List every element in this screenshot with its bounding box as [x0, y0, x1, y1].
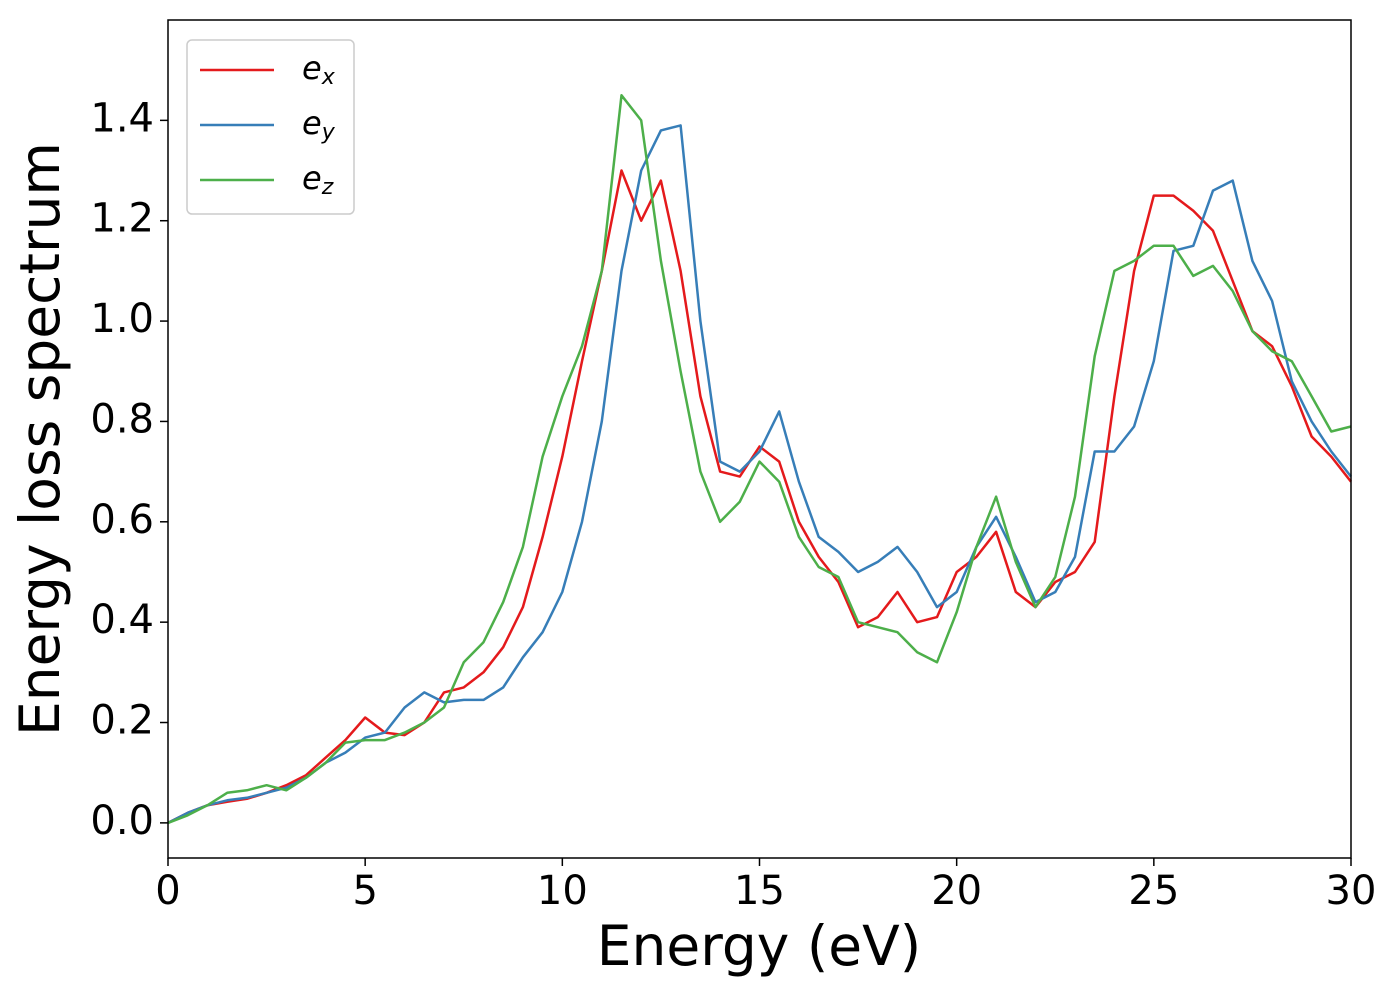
y-tick-label: 1.2 — [90, 196, 154, 242]
plot-frame — [167, 19, 1352, 859]
x-tick-label: 20 — [931, 868, 982, 914]
y-tick-label: 0.0 — [90, 798, 154, 844]
legend-label: ez — [302, 159, 334, 200]
y-tick-label: 1.0 — [90, 296, 154, 342]
legend-box — [186, 39, 355, 215]
x-tick-label: 25 — [1128, 868, 1179, 914]
x-tick-label: 0 — [155, 868, 180, 914]
x-tick-label: 10 — [537, 868, 588, 914]
y-tick-label: 0.4 — [90, 597, 154, 643]
x-tick-label: 5 — [352, 868, 377, 914]
legend-label: ey — [302, 104, 336, 145]
y-tick-label: 1.4 — [90, 95, 154, 141]
y-tick-label: 0.8 — [90, 396, 154, 442]
line-series — [167, 94, 1352, 825]
x-tick-label: 30 — [1326, 868, 1377, 914]
x-tick-label: 15 — [734, 868, 785, 914]
x-axis-label: Energy (eV) — [597, 914, 921, 978]
line-series — [167, 124, 1352, 825]
y-axis-label: Energy loss spectrum — [8, 142, 72, 736]
y-tick-label: 0.6 — [90, 497, 154, 543]
y-tick-label: 0.2 — [90, 698, 154, 744]
line-series — [167, 169, 1352, 825]
legend-label: ex — [302, 49, 336, 90]
